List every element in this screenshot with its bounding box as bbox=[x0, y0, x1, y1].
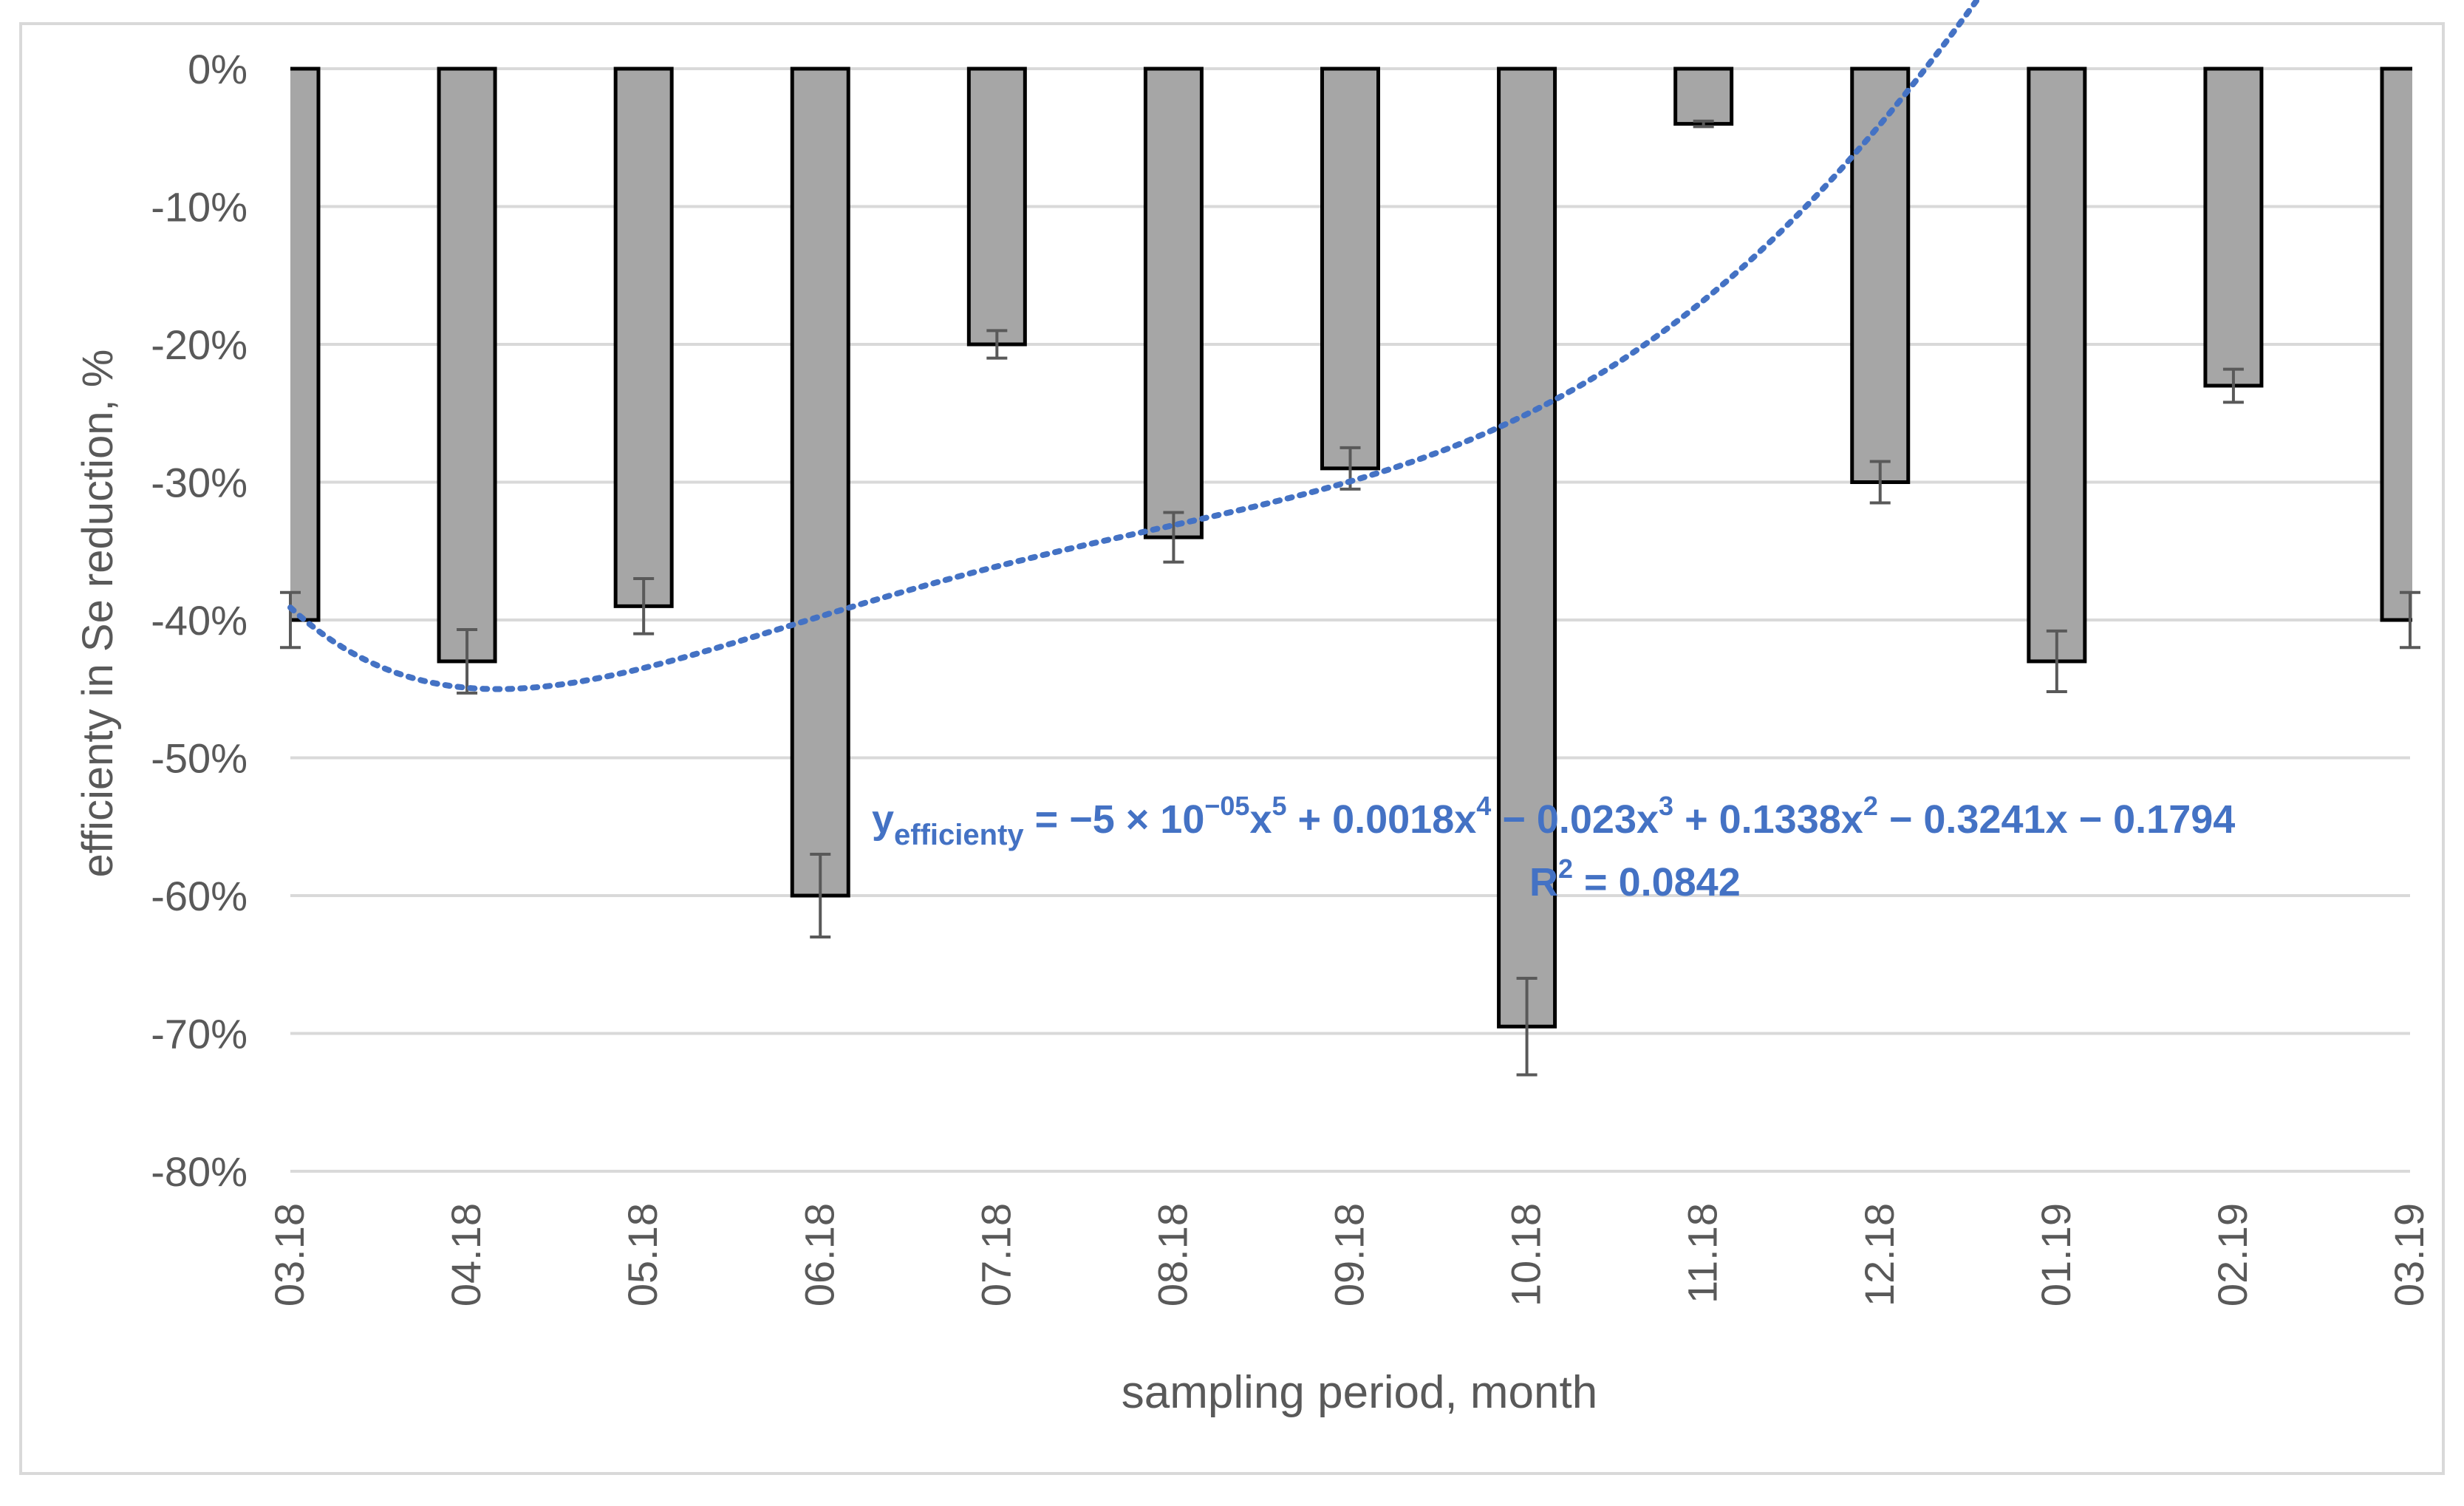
error-bar bbox=[457, 628, 478, 695]
x-tick-label: 01.19 bbox=[2033, 1203, 2079, 1306]
r-squared-value: = 0.0842 bbox=[1573, 860, 1741, 904]
equation-rhs-part3: + 0.0018x bbox=[1287, 797, 1477, 842]
equation-exp1: −05 bbox=[1204, 791, 1249, 821]
x-tick-label: 11.18 bbox=[1679, 1203, 1726, 1304]
equation-rhs-part2: x bbox=[1249, 797, 1272, 842]
trendline-equation: yefficienty = −5 × 10−05x5 + 0.0018x4 − … bbox=[872, 791, 2235, 851]
bar bbox=[437, 67, 497, 664]
error-bar bbox=[1869, 460, 1891, 505]
y-tick-label: -60% bbox=[151, 873, 248, 919]
x-axis-label: sampling period, month bbox=[1122, 1367, 1597, 1418]
x-tick-label: 10.18 bbox=[1503, 1203, 1549, 1306]
equation-exp5: 2 bbox=[1863, 791, 1878, 821]
y-tick-label: -70% bbox=[151, 1011, 248, 1057]
x-tick-label: 07.18 bbox=[972, 1203, 1019, 1306]
bar bbox=[1320, 67, 1380, 471]
bar bbox=[290, 67, 321, 622]
bars bbox=[290, 67, 2412, 1029]
bar bbox=[966, 67, 1027, 347]
equation-y-symbol: y bbox=[872, 797, 894, 842]
y-axis-tick-labels: 0% -10% -20% -30% -40% -50% -60% -70% -80% bbox=[151, 46, 248, 1195]
r-squared-prefix: R bbox=[1529, 860, 1558, 904]
equation-exp4: 3 bbox=[1659, 791, 1673, 821]
equation-exp3: 4 bbox=[1476, 791, 1491, 821]
bar bbox=[1673, 67, 1734, 126]
equation-rhs-part1: = −5 × 10 bbox=[1024, 797, 1205, 842]
x-tick-label: 12.18 bbox=[1856, 1203, 1902, 1306]
x-tick-label: 05.18 bbox=[619, 1203, 666, 1306]
y-tick-label: -20% bbox=[151, 321, 248, 368]
error-bars bbox=[280, 119, 2420, 1077]
equation-rhs-part4: − 0.023x bbox=[1491, 797, 1659, 842]
y-tick-label: 0% bbox=[188, 46, 248, 92]
bar bbox=[2027, 67, 2087, 664]
error-bar bbox=[1693, 119, 1714, 129]
trendline bbox=[287, 0, 1981, 692]
y-tick-label: -30% bbox=[151, 460, 248, 506]
x-tick-label: 03.19 bbox=[2386, 1203, 2432, 1306]
bar bbox=[2203, 67, 2264, 388]
error-bar bbox=[986, 329, 1008, 360]
x-tick-label: 09.18 bbox=[1326, 1203, 1373, 1306]
x-tick-label: 03.18 bbox=[266, 1203, 313, 1306]
error-bar bbox=[633, 577, 655, 636]
y-axis-label: efficienty in Se reduction, % bbox=[74, 350, 122, 878]
y-tick-label: -40% bbox=[151, 597, 248, 644]
y-tick-label: -10% bbox=[151, 184, 248, 231]
y-tick-label: -80% bbox=[151, 1148, 248, 1195]
error-bar bbox=[1516, 976, 1538, 1077]
x-axis-tick-labels: 03.18 04.18 05.18 06.18 07.18 08.18 09.18 10.18… bbox=[266, 1203, 2432, 1306]
bar bbox=[790, 67, 850, 898]
trendline-layer bbox=[287, 0, 1981, 692]
equation-rhs-part6: − 0.3241x − 0.1794 bbox=[1878, 797, 2235, 842]
x-tick-label: 08.18 bbox=[1149, 1203, 1195, 1306]
bar bbox=[1850, 67, 1911, 484]
y-tick-label: -50% bbox=[151, 735, 248, 782]
x-tick-label: 06.18 bbox=[796, 1203, 842, 1306]
error-bar bbox=[280, 590, 301, 650]
error-bar bbox=[810, 853, 831, 938]
x-tick-label: 02.19 bbox=[2209, 1203, 2256, 1306]
trendline-r-squared: R2 = 0.0842 bbox=[1529, 853, 1741, 904]
error-bar bbox=[2046, 629, 2067, 693]
error-bar bbox=[2222, 367, 2244, 404]
x-tick-label: 04.18 bbox=[443, 1203, 489, 1306]
error-bar bbox=[1163, 511, 1184, 564]
error-bar bbox=[2400, 590, 2420, 650]
equation-rhs-part5: + 0.1338x bbox=[1673, 797, 1863, 842]
bar bbox=[613, 67, 674, 608]
r-squared-exponent: 2 bbox=[1558, 853, 1573, 884]
equation-exp2: 5 bbox=[1272, 791, 1287, 821]
bar bbox=[1143, 67, 1204, 539]
equation-y-subscript: efficienty bbox=[894, 819, 1024, 851]
